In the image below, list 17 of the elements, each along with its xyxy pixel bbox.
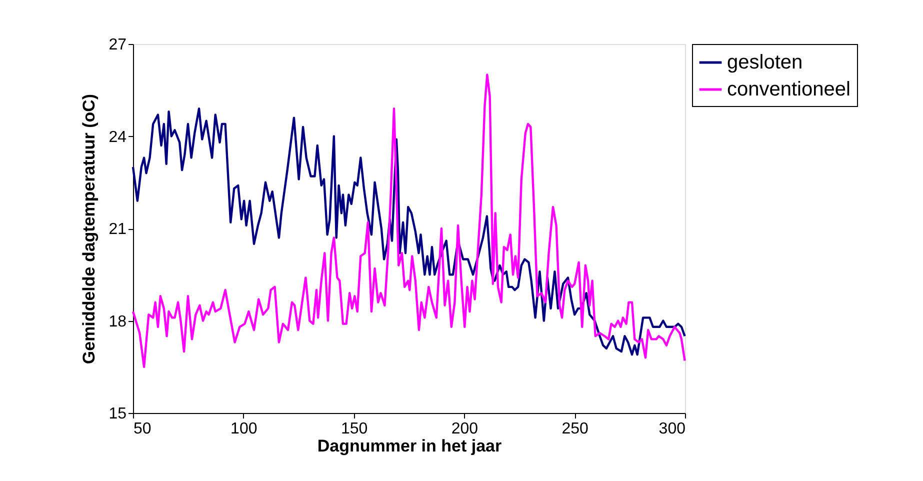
x-tick-label: 300: [658, 420, 686, 438]
x-axis-title: Dagnummer in het jaar: [317, 436, 502, 456]
line-series: [132, 74, 686, 368]
legend-label: conventioneel: [727, 78, 850, 100]
y-axis-title: Gemiddelde dagtemperatuur (oC): [80, 94, 99, 364]
y-tick-label: 27: [108, 36, 127, 54]
y-tick-label: 21: [108, 221, 127, 238]
y-tick-label: 18: [108, 313, 127, 330]
y-tick-label: 24: [108, 128, 127, 146]
y-tick-label: 15: [108, 406, 127, 422]
line-series: [132, 107, 686, 356]
x-tick-label: 100: [230, 420, 258, 438]
x-tick-label: 150: [340, 420, 368, 438]
legend-label: gesloten: [727, 52, 803, 74]
x-tick-label: 250: [562, 420, 589, 438]
x-tick-label: 200: [451, 420, 478, 438]
x-tick-label: 50: [134, 420, 152, 438]
